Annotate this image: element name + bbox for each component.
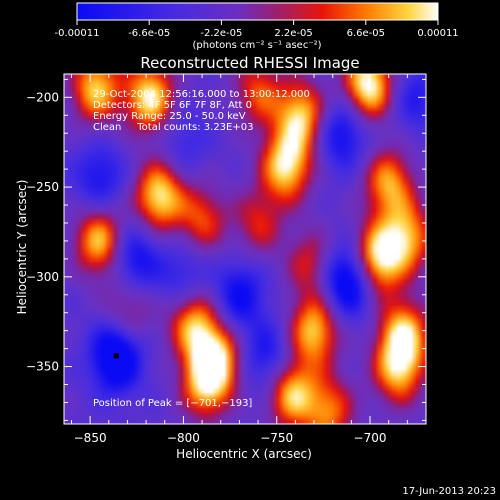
colorbar-tick-label: 2.2e-05 — [274, 28, 312, 39]
y-tick-label: −350 — [26, 360, 59, 374]
y-tick-label: −300 — [26, 270, 59, 284]
annotation-line-2: Detectors: 4F 5F 6F 7F 8F, Att 0 — [93, 100, 252, 111]
y-axis-label: Heliocentric Y (arcsec) — [15, 180, 29, 315]
colorbar-tick-label: -0.00011 — [55, 28, 100, 39]
timestamp: 17-Jun-2013 20:23 — [402, 486, 496, 497]
y-tick-label: −250 — [26, 180, 59, 194]
colorbar-unit-label: (photons cm⁻² s⁻¹ asec⁻²) — [192, 40, 321, 51]
x-tick-label: −800 — [167, 431, 200, 445]
x-tick-label: −850 — [74, 431, 107, 445]
y-tick-label: −200 — [26, 90, 59, 104]
x-tick-label: −700 — [354, 431, 387, 445]
colorbar-tick-label: -6.6e-05 — [128, 28, 170, 39]
colorbar-tick-label: 0.00011 — [417, 28, 458, 39]
annotation-block: 29-Oct-2004 12:56:16.000 to 13:00:12.000… — [93, 89, 310, 133]
colorbar-tick-label: 6.6e-05 — [347, 28, 385, 39]
colorbar-gradient — [77, 3, 438, 20]
heatmap-image — [64, 74, 426, 424]
plot-frame — [63, 73, 427, 425]
annotation-line-3: Energy Range: 25.0 - 50.0 keV — [93, 111, 246, 122]
x-tick-label: −750 — [260, 431, 293, 445]
colorbar-tick-label: -2.2e-05 — [200, 28, 242, 39]
annotation-line-4: Clean Total counts: 3.23E+03 — [93, 122, 253, 133]
minimum-marker — [113, 353, 119, 359]
annotation-line-1: 29-Oct-2004 12:56:16.000 to 13:00:12.000 — [93, 89, 310, 100]
x-axis-label: Heliocentric X (arcsec) — [176, 447, 312, 461]
colorbar-frame — [76, 2, 439, 21]
peak-position-label: Position of Peak = [−701,−193] — [93, 398, 252, 409]
chart-title: Reconstructed RHESSI Image — [140, 54, 359, 72]
colorbar: -0.00011 -6.6e-05 -2.2e-05 2.2e-05 6.6e-05 0.… — [55, 2, 459, 51]
axis-ticks — [64, 74, 427, 424]
